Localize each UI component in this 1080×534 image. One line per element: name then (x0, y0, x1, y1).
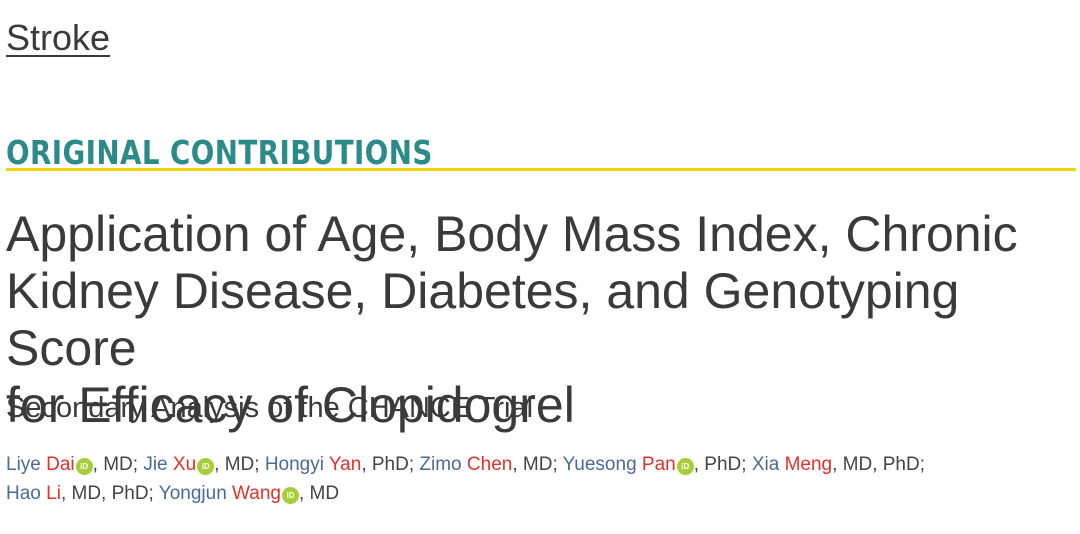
author-given-name: Yongjun (158, 483, 227, 504)
journal-name-link[interactable]: Stroke (6, 17, 111, 58)
author-list: Liye Dai iD, MD; Jie Xu iD, MD; Hongyi Yan… (6, 450, 1066, 508)
author-name-link[interactable]: Zimo Chen (419, 454, 512, 475)
author-entry: Zimo Chen, MD; (419, 454, 562, 475)
author-degree: , PhD; (361, 454, 420, 475)
author-name-link[interactable]: Yongjun Wang (159, 483, 281, 504)
section-divider (6, 168, 1076, 171)
author-name-link[interactable]: Liye Dai (6, 454, 75, 475)
author-family-name: Wang (232, 483, 281, 504)
author-family-name: Meng (784, 454, 833, 475)
author-given-name: Jie (143, 454, 168, 475)
orcid-icon[interactable]: iD (676, 458, 694, 475)
author-family-name: Yan (328, 454, 362, 475)
article-title-line: Kidney Disease, Diabetes, and Genotyping… (6, 263, 960, 376)
author-entry: Yuesong Pan iD, PhD; (563, 454, 752, 475)
author-given-name: Xia (751, 454, 780, 475)
author-degree: , MD; (214, 454, 265, 475)
article-subtitle: Secondary Analysis of the CHANCE Trial (6, 392, 534, 424)
orcid-icon[interactable]: iD (197, 458, 215, 475)
author-entry: Xia Meng, MD, PhD; (752, 454, 925, 475)
orcid-icon[interactable]: iD (281, 487, 299, 504)
author-name-link[interactable]: Hongyi Yan (265, 454, 362, 475)
author-family-name: Pan (641, 454, 676, 475)
orcid-icon[interactable]: iD (75, 458, 93, 475)
article-title-line: for Efficacy of Clopidogrel (6, 377, 575, 433)
author-family-name: Xu (172, 454, 197, 475)
author-degree: , MD, PhD; (832, 454, 925, 475)
author-family-name: Dai (46, 454, 75, 475)
author-family-name: Chen (466, 454, 513, 475)
author-given-name: Liye (6, 454, 41, 475)
author-given-name: Hongyi (264, 454, 324, 475)
author-name-link[interactable]: Yuesong Pan (563, 454, 676, 475)
author-degree: , MD; (92, 454, 144, 475)
article-title-line: Application of Age, Body Mass Index, Chr… (6, 206, 1018, 262)
article-title: Application of Age, Body Mass Index, Chr… (6, 206, 1076, 434)
author-family-name: Li (46, 483, 61, 504)
author-given-name: Zimo (419, 454, 462, 475)
author-given-name: Hao (6, 483, 41, 504)
author-entry: Liye Dai iD, MD; (6, 454, 143, 475)
author-degree: , PhD; (693, 454, 752, 475)
author-degree: , MD (298, 483, 340, 504)
author-given-name: Yuesong (562, 454, 637, 475)
author-entry: Yongjun Wang iD, MD (159, 483, 339, 504)
author-name-link[interactable]: Hao Li (6, 483, 61, 504)
section-heading: ORIGINAL CONTRIBUTIONS (6, 133, 433, 172)
author-name-link[interactable]: Jie Xu (143, 454, 196, 475)
author-degree: , MD, PhD; (60, 483, 159, 504)
author-entry: Jie Xu iD, MD; (143, 454, 265, 475)
author-degree: , MD; (512, 454, 563, 475)
author-entry: Hao Li, MD, PhD; (6, 483, 159, 504)
author-entry: Hongyi Yan, PhD; (265, 454, 420, 475)
author-name-link[interactable]: Xia Meng (752, 454, 832, 475)
